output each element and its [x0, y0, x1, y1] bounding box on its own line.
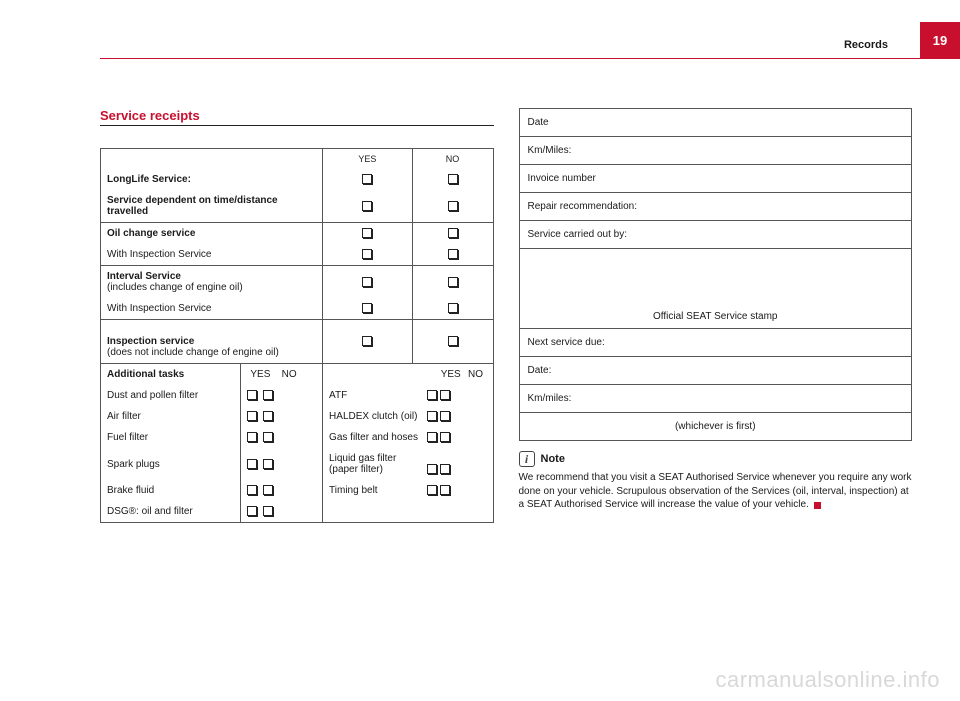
row-withinsp1: With Inspection Service	[101, 244, 323, 266]
checkpair[interactable]	[241, 501, 323, 523]
addl-left-5: DSG®: oil and filter	[101, 501, 241, 523]
header-rule	[100, 58, 920, 59]
note-header: i Note	[519, 451, 913, 467]
checkbox[interactable]	[440, 485, 450, 495]
addl-right-1: HALDEX clutch (oil)	[329, 411, 424, 422]
checkbox[interactable]	[440, 411, 450, 421]
addl-yn-right: YES NO	[323, 364, 493, 386]
field-km2: Km/miles:	[519, 385, 912, 413]
checkbox[interactable]	[427, 390, 437, 400]
service-table: YES NO LongLife Service: Service depende…	[100, 148, 494, 523]
section-title-service-receipts: Service receipts	[100, 108, 494, 126]
note-label: Note	[541, 453, 565, 465]
checkbox[interactable]	[412, 244, 493, 266]
addl-right-4: Timing belt	[329, 485, 424, 496]
checkbox[interactable]	[323, 169, 413, 190]
inspection-sub: (does not include change of engine oil)	[107, 347, 279, 358]
checkbox[interactable]	[412, 223, 493, 245]
row-withinsp2: With Inspection Service	[101, 298, 323, 320]
addl-right-2: Gas filter and hoses	[329, 432, 424, 443]
checkbox[interactable]	[427, 485, 437, 495]
addl-left-2: Fuel filter	[101, 427, 241, 448]
checkbox[interactable]	[412, 190, 493, 223]
checkbox[interactable]	[440, 464, 450, 474]
field-next: Next service due:	[519, 329, 912, 357]
service-info-table: Date Km/Miles: Invoice number Repair rec…	[519, 108, 913, 441]
addl-yn-left: YES NO	[241, 364, 323, 386]
addl-left-0: Dust and pollen filter	[101, 385, 241, 406]
field-date: Date	[519, 109, 912, 137]
row-longlife: LongLife Service:	[101, 169, 323, 190]
right-column: Date Km/Miles: Invoice number Repair rec…	[519, 108, 913, 523]
watermark: carmanualsonline.info	[715, 667, 940, 693]
checkbox[interactable]	[412, 266, 493, 299]
note-body: We recommend that you visit a SEAT Autho…	[519, 472, 912, 510]
row-inspection: Inspection service (does not include cha…	[101, 320, 323, 364]
field-whichever: (whichever is first)	[519, 413, 912, 441]
checkbox[interactable]	[323, 244, 413, 266]
checkbox[interactable]	[427, 411, 437, 421]
field-carried: Service carried out by:	[519, 221, 912, 249]
checkbox[interactable]	[323, 298, 413, 320]
col-yes: YES	[323, 149, 413, 170]
field-date2: Date:	[519, 357, 912, 385]
field-invoice: Invoice number	[519, 165, 912, 193]
addl-left-4: Brake fluid	[101, 480, 241, 501]
field-km: Km/Miles:	[519, 137, 912, 165]
end-mark-icon	[814, 502, 821, 509]
checkbox[interactable]	[323, 320, 413, 364]
checkbox[interactable]	[412, 169, 493, 190]
row-interval: Interval Service (includes change of eng…	[101, 266, 323, 299]
checkbox[interactable]	[323, 190, 413, 223]
field-stamp: Official SEAT Service stamp	[519, 249, 912, 329]
addl-left-3: Spark plugs	[101, 448, 241, 480]
inspection-head: Inspection service	[107, 336, 194, 347]
info-icon: i	[519, 451, 535, 467]
checkpair[interactable]	[241, 406, 323, 427]
note-text: We recommend that you visit a SEAT Autho…	[519, 471, 913, 512]
checkpair[interactable]	[241, 480, 323, 501]
addl-right-0: ATF	[329, 390, 424, 401]
interval-head: Interval Service	[107, 271, 181, 282]
addl-right-3: Liquid gas filter (paper filter)	[329, 453, 424, 475]
checkpair[interactable]	[241, 385, 323, 406]
checkbox[interactable]	[412, 320, 493, 364]
col-no: NO	[412, 149, 493, 170]
interval-sub: (includes change of engine oil)	[107, 282, 243, 293]
addl-left-1: Air filter	[101, 406, 241, 427]
row-oilchange: Oil change service	[101, 223, 323, 245]
checkbox[interactable]	[412, 298, 493, 320]
page-header: Records 19	[100, 35, 960, 59]
checkpair[interactable]	[241, 448, 323, 480]
checkbox[interactable]	[427, 464, 437, 474]
checkbox[interactable]	[440, 432, 450, 442]
row-dependent: Service dependent on time/distance trave…	[101, 190, 323, 223]
checkpair[interactable]	[241, 427, 323, 448]
additional-tasks-head: Additional tasks	[101, 364, 241, 386]
page-number-badge: 19	[920, 22, 960, 59]
checkbox[interactable]	[440, 390, 450, 400]
header-label: Records	[844, 39, 888, 51]
checkbox[interactable]	[323, 266, 413, 299]
field-repair: Repair recommendation:	[519, 193, 912, 221]
checkbox[interactable]	[427, 432, 437, 442]
left-column: Service receipts YES NO LongLife Service…	[100, 108, 494, 523]
checkbox[interactable]	[323, 223, 413, 245]
